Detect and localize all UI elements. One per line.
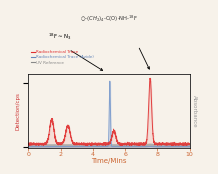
Text: $\bigcirc$-$(CH_2)_4$-C(O)-NH-$^{18}$F: $\bigcirc$-$(CH_2)_4$-C(O)-NH-$^{18}$F: [80, 14, 138, 24]
X-axis label: Time/Mins: Time/Mins: [91, 159, 127, 164]
Legend: Radiochemical Trace, Radiochemical Trace (Azide), UV Reference: Radiochemical Trace, Radiochemical Trace…: [31, 50, 95, 65]
Y-axis label: Detection/cps: Detection/cps: [16, 92, 21, 130]
Y-axis label: Absorbance: Absorbance: [192, 94, 198, 127]
Text: $^{18}$F$\mathdefault{\sim}$N$_3$: $^{18}$F$\mathdefault{\sim}$N$_3$: [48, 32, 71, 42]
